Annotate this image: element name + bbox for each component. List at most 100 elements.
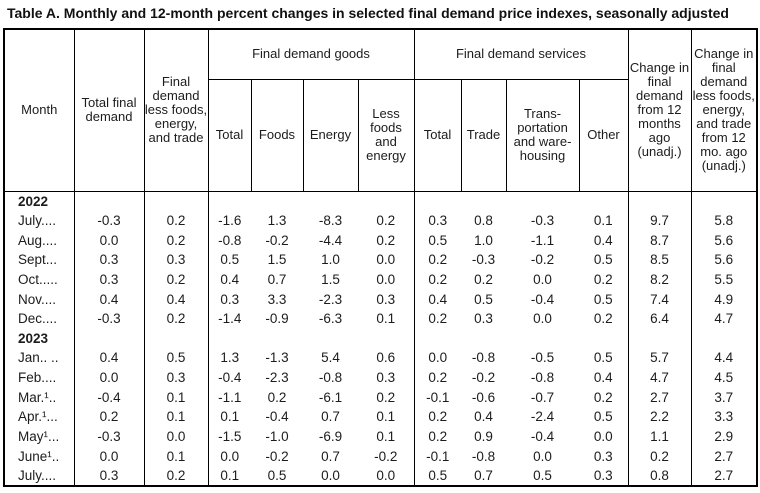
- value-cell: 0.5: [144, 348, 209, 368]
- value-cell: -0.9: [265, 311, 289, 327]
- value-cell: 0.2: [593, 311, 613, 327]
- value-cell: 0.2: [144, 269, 209, 290]
- value-cell: -1.0: [265, 429, 289, 444]
- col-header-goods-total: Total: [207, 78, 252, 192]
- value-cell: 0.4: [474, 409, 493, 425]
- value-cell: 5.6: [690, 249, 757, 270]
- value-cell: 0.5: [474, 291, 493, 307]
- month-label: Aug....: [4, 230, 75, 250]
- value-cell: 1.0: [474, 232, 493, 248]
- data-row: May¹... -0.3 0.0 -1.5 -1.0 -6.9 0.1 0.2 0.9 -0.4 0…: [4, 426, 757, 447]
- value-cell: 5.6: [690, 230, 757, 250]
- value-cell: 3.7: [690, 387, 757, 408]
- value-cell: 0.5: [593, 350, 613, 366]
- value-cell: 0.3: [144, 367, 209, 388]
- col-header-services-other: Other: [578, 78, 629, 192]
- header-row-groups: Month Total final demand Final demand le…: [3, 28, 758, 192]
- col-header-services-transportation-warehousing: Trans- portation and ware- housing: [505, 78, 580, 192]
- value-cell: 0.3: [74, 269, 145, 290]
- value-cell: 5.4: [321, 350, 340, 366]
- year-row: 2023: [4, 328, 757, 349]
- month-label: Sept...: [4, 249, 75, 270]
- value-cell: 0.0: [593, 429, 613, 444]
- col-header-goods-energy: Energy: [302, 78, 359, 192]
- value-cell: 5.7: [627, 348, 691, 368]
- col-header-services-total: Total: [413, 78, 462, 192]
- value-cell: -6.1: [318, 389, 343, 405]
- value-cell: [627, 191, 691, 211]
- value-cell: 0.1: [376, 311, 396, 327]
- value-cell: 8.7: [627, 230, 691, 250]
- value-cell: 1.5: [321, 271, 340, 287]
- value-cell: 0.0: [413, 348, 461, 368]
- value-cell: [358, 191, 414, 211]
- value-cell: 0.4: [593, 370, 613, 386]
- value-cell: -0.8: [218, 232, 242, 248]
- month-label: Oct.....: [4, 269, 75, 290]
- value-cell: [144, 328, 209, 349]
- col-header-goods-foods: Foods: [250, 78, 304, 192]
- value-cell: 0.2: [627, 446, 691, 466]
- value-cell: 0.0: [144, 426, 209, 447]
- value-cell: 2.7: [627, 387, 691, 408]
- table-title: Table A. Monthly and 12-month percent ch…: [7, 5, 729, 21]
- value-cell: 1.0: [321, 252, 340, 268]
- value-cell: 0.2: [376, 389, 396, 405]
- value-cell: -0.5: [530, 350, 555, 366]
- value-cell: 0.2: [593, 389, 613, 405]
- data-row: Aug.... 0.0 0.2 -0.8 -0.2 -4.4 0.2 0.5 1.0 -1.1 0.…: [4, 230, 757, 250]
- value-cell: 3.3: [690, 407, 757, 427]
- value-cell: 0.3: [474, 311, 493, 327]
- value-cell: -0.6: [471, 389, 496, 405]
- value-cell: 0.3: [144, 249, 209, 270]
- month-label: July....: [4, 210, 75, 231]
- value-cell: 0.7: [267, 271, 287, 287]
- value-cell: 0.5: [220, 252, 240, 268]
- value-cell: -1.6: [218, 212, 242, 228]
- value-cell: -0.4: [218, 370, 242, 386]
- value-cell: 9.7: [627, 210, 691, 231]
- ppi-table: Month Total final demand Final demand le…: [3, 28, 758, 487]
- value-cell: 0.1: [376, 409, 396, 425]
- value-cell: 8.5: [627, 249, 691, 270]
- value-cell: 3.3: [267, 291, 287, 307]
- value-cell: -0.2: [265, 448, 289, 464]
- value-cell: 0.1: [144, 446, 209, 466]
- value-cell: 0.3: [593, 448, 613, 464]
- value-cell: -8.3: [318, 212, 343, 228]
- value-cell: 0.3: [376, 291, 396, 307]
- value-cell: -0.7: [530, 389, 555, 405]
- value-cell: 0.5: [267, 467, 287, 483]
- value-cell: 0.4: [74, 289, 145, 309]
- value-cell: -0.3: [471, 252, 496, 268]
- value-cell: 0.7: [321, 409, 340, 425]
- value-cell: 0.2: [376, 232, 396, 248]
- value-cell: 2.7: [690, 446, 757, 466]
- value-cell: 5.5: [690, 269, 757, 290]
- col-header-goods-less-foods-energy: Less foods and energy: [357, 78, 415, 192]
- value-cell: -6.3: [318, 311, 343, 327]
- value-cell: [144, 191, 209, 211]
- value-cell: -0.3: [74, 210, 145, 231]
- value-cell: 0.9: [474, 429, 493, 444]
- value-cell: 0.5: [593, 252, 613, 268]
- value-cell: 0.1: [376, 429, 396, 444]
- value-cell: 0.2: [413, 308, 461, 329]
- value-cell: [74, 328, 145, 349]
- value-cell: 0.3: [74, 249, 145, 270]
- value-cell: 0.2: [413, 407, 461, 427]
- value-cell: 0.1: [144, 387, 209, 408]
- value-cell: 0.2: [144, 230, 209, 250]
- value-cell: 0.6: [376, 350, 396, 366]
- month-label: Feb....: [4, 367, 75, 388]
- value-cell: [303, 328, 358, 348]
- data-row: Dec.... -0.3 0.2 -1.4 -0.9 -6.3 0.1 0.2 0.3 0.0 0.…: [4, 308, 757, 329]
- value-cell: [579, 328, 628, 348]
- value-cell: 0.2: [74, 407, 145, 427]
- value-cell: 2.2: [627, 407, 691, 427]
- value-cell: 0.0: [74, 367, 145, 388]
- value-cell: -0.2: [265, 232, 289, 248]
- month-label: May¹...: [4, 426, 75, 447]
- value-cell: 0.3: [220, 291, 240, 307]
- col-header-total-final-demand: Total final demand: [73, 28, 145, 192]
